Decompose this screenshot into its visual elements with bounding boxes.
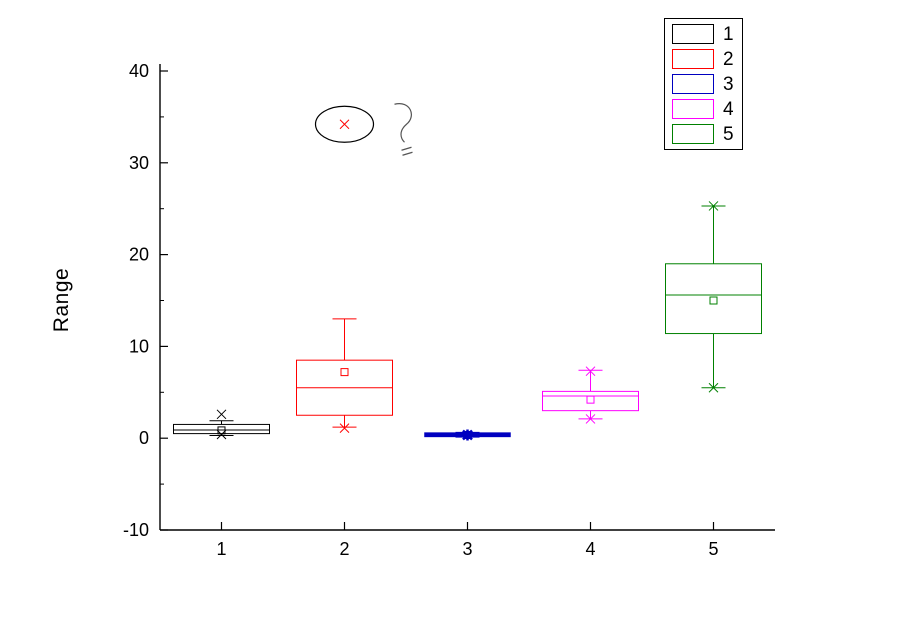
legend-swatch-4: [672, 99, 714, 119]
y-tick-label: 20: [129, 245, 149, 265]
annotation-squiggle: [394, 103, 412, 143]
annotation-squiggle-tick: [402, 151, 413, 156]
x-marker-1: [216, 409, 227, 420]
x-tick-label: 1: [216, 539, 226, 559]
box-1: [173, 423, 270, 435]
x-marker-2: [339, 119, 350, 130]
legend-label-4: 4: [723, 98, 734, 120]
y-axis-title: Range: [50, 267, 73, 333]
y-tick-label: 40: [129, 61, 149, 81]
legend-label-2: 2: [723, 48, 734, 70]
x-tick-label: 5: [708, 539, 718, 559]
legend-label-5: 5: [723, 123, 734, 145]
y-tick-label: -10: [123, 520, 149, 540]
mean-marker-4: [586, 395, 595, 404]
box-5: [665, 263, 762, 335]
legend-item-5: 5: [672, 124, 734, 144]
x-marker-2: [339, 423, 350, 433]
y-tick-label: 10: [129, 336, 149, 356]
x-marker-4: [585, 414, 596, 424]
legend-swatch-3: [672, 74, 714, 94]
annotation-squiggle-tick: [401, 146, 412, 151]
legend-label-3: 3: [723, 73, 734, 95]
mean-marker-5: [709, 296, 718, 305]
mean-marker-2: [340, 368, 349, 377]
legend-label-1: 1: [723, 23, 734, 45]
box-4: [542, 390, 639, 412]
y-tick-label: 30: [129, 153, 149, 173]
legend-swatch-5: [672, 124, 714, 144]
legend-swatch-2: [672, 49, 714, 69]
x-tick-label: 4: [585, 539, 595, 559]
legend-item-1: 1: [672, 24, 734, 44]
x-marker-5: [708, 201, 719, 211]
legend-swatch-1: [672, 24, 714, 44]
legend-item-4: 4: [672, 99, 734, 119]
legend-item-2: 2: [672, 49, 734, 69]
y-tick-label: 0: [139, 428, 149, 448]
x-tick-label: 3: [462, 539, 472, 559]
annotation-ellipse: [314, 105, 375, 143]
x-marker-1: [216, 429, 227, 440]
legend: 1 2 3 4 5: [664, 18, 743, 150]
x-tick-label: 2: [339, 539, 349, 559]
legend-item-3: 3: [672, 74, 734, 94]
x-marker-4: [585, 366, 596, 377]
x-marker-5: [708, 382, 719, 393]
